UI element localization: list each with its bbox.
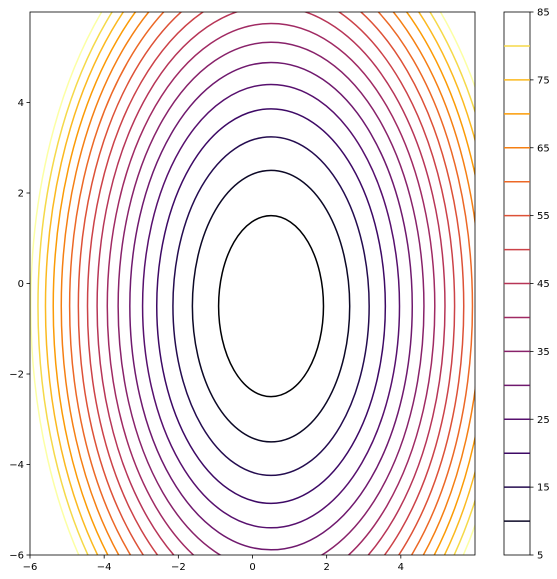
plot-area — [30, 12, 475, 555]
colorbar-tick-label: 65 — [537, 143, 550, 154]
contour-level-5 — [217, 214, 325, 398]
x-axis: −6 −4 −2 0 2 4 — [23, 555, 404, 573]
contour-level-55 — [77, 12, 465, 555]
x-tick-label: −2 — [171, 562, 186, 573]
y-tick-label: −2 — [9, 370, 24, 381]
contour-level-15 — [172, 136, 370, 477]
contour-level-65 — [60, 12, 475, 555]
contour-level-30 — [129, 61, 414, 551]
x-tick-label: 0 — [249, 562, 255, 573]
contour-level-60 — [68, 12, 474, 555]
contour-level-25 — [141, 83, 401, 529]
contour-level-75 — [44, 12, 475, 555]
colorbar-tick-label: 25 — [537, 415, 550, 426]
y-tick-label: 0 — [18, 279, 24, 290]
contour-level-50 — [86, 12, 456, 555]
contour-level-80 — [37, 12, 475, 555]
x-tick-label: −4 — [97, 562, 112, 573]
colorbar-tick-label: 15 — [537, 483, 550, 494]
colorbar-tick-label: 85 — [537, 8, 550, 19]
x-tick-label: 4 — [398, 562, 404, 573]
contour-level-85 — [30, 12, 475, 555]
contour-level-35 — [117, 41, 425, 555]
y-tick-label: 2 — [18, 189, 24, 200]
colorbar-ticks: 5 15 25 35 45 55 65 75 85 — [530, 8, 550, 562]
contour-level-40 — [106, 22, 436, 555]
colorbar-tick-label: 55 — [537, 211, 550, 222]
contour-level-45 — [96, 12, 446, 555]
colorbar-tick-label: 75 — [537, 75, 550, 86]
colorbar-tick-label: 35 — [537, 347, 550, 358]
x-tick-label: −6 — [23, 562, 38, 573]
colorbar: 5 15 25 35 45 55 65 75 85 — [503, 8, 550, 562]
y-tick-label: −6 — [9, 551, 24, 562]
contour-level-70 — [52, 12, 475, 555]
y-axis: −6 −4 −2 0 2 4 — [9, 98, 30, 562]
contour-lines — [30, 12, 475, 555]
x-tick-label: 2 — [323, 562, 329, 573]
colorbar-tick-label: 45 — [537, 279, 550, 290]
contour-level-20 — [155, 108, 387, 505]
colorbar-tick-label: 5 — [537, 551, 543, 562]
colorbar-lines — [504, 45, 530, 522]
contour-level-10 — [191, 169, 351, 443]
y-tick-label: 4 — [18, 98, 24, 109]
y-tick-label: −4 — [9, 460, 24, 471]
